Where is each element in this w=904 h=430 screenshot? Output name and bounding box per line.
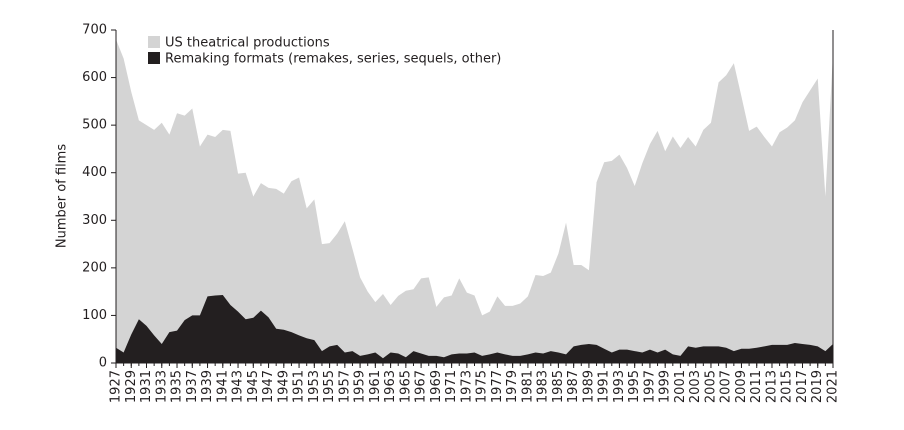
y-tick-label: 200 bbox=[82, 260, 107, 275]
area bbox=[116, 39, 833, 364]
x-tick-label: 1941 bbox=[215, 370, 230, 403]
legend-swatch bbox=[148, 36, 160, 48]
x-tick-label: 1957 bbox=[337, 370, 352, 403]
x-tick-label: 2005 bbox=[703, 370, 718, 403]
x-tick-label: 1999 bbox=[658, 370, 673, 403]
x-tick-label: 1949 bbox=[276, 370, 291, 403]
x-tick-label: 2001 bbox=[673, 370, 688, 403]
y-tick-label: 100 bbox=[82, 308, 107, 323]
x-tick-label: 1935 bbox=[170, 370, 185, 403]
x-tick-label: 1997 bbox=[642, 370, 657, 403]
x-tick-label: 1939 bbox=[200, 370, 215, 403]
x-tick-label: 2003 bbox=[688, 370, 703, 403]
x-tick-label: 2019 bbox=[810, 370, 825, 403]
x-tick-label: 1945 bbox=[246, 370, 261, 403]
x-tick-label: 1973 bbox=[459, 370, 474, 403]
y-tick-label: 700 bbox=[82, 23, 107, 38]
x-tick-label: 1947 bbox=[261, 370, 276, 403]
x-tick-label: 2011 bbox=[749, 370, 764, 403]
x-tick-label: 1955 bbox=[322, 370, 337, 403]
x-tick-label: 1961 bbox=[368, 370, 383, 403]
y-tick-label: 500 bbox=[82, 118, 107, 133]
x-tick-label: 1965 bbox=[398, 370, 413, 403]
x-tick-label: 1963 bbox=[383, 370, 398, 403]
x-tick-label: 1943 bbox=[231, 370, 246, 403]
y-tick-label: 0 bbox=[99, 356, 107, 371]
x-tick-label: 1983 bbox=[536, 370, 551, 403]
x-tick-label: 1933 bbox=[154, 370, 169, 403]
x-tick-label: 2007 bbox=[719, 370, 734, 403]
x-tick-label: 1969 bbox=[429, 370, 444, 403]
x-tick-label: 1929 bbox=[124, 370, 139, 403]
y-tick-label: 600 bbox=[82, 70, 107, 85]
x-tick-label: 1951 bbox=[292, 370, 307, 403]
x-tick-label: 1985 bbox=[551, 370, 566, 403]
area bbox=[116, 294, 833, 363]
legend-swatch bbox=[148, 52, 160, 64]
x-tick-label: 1937 bbox=[185, 370, 200, 403]
x-tick-label: 1979 bbox=[505, 370, 520, 403]
x-tick-label: 2009 bbox=[734, 370, 749, 403]
y-tick-label: 400 bbox=[82, 165, 107, 180]
x-tick-label: 1953 bbox=[307, 370, 322, 403]
x-tick-label: 1959 bbox=[353, 370, 368, 403]
legend-label: US theatrical productions bbox=[165, 36, 330, 51]
x-tick-label: 1995 bbox=[627, 370, 642, 403]
x-tick-label: 2015 bbox=[780, 370, 795, 403]
x-tick-label: 1931 bbox=[139, 370, 154, 403]
legend-label: Remaking formats (remakes, series, seque… bbox=[165, 52, 501, 67]
x-tick-label: 1975 bbox=[475, 370, 490, 403]
y-tick-label: 300 bbox=[82, 213, 107, 228]
x-tick-label: 2013 bbox=[764, 370, 779, 403]
y-axis-label: Number of films bbox=[55, 144, 70, 248]
x-tick-label: 1971 bbox=[444, 370, 459, 403]
x-tick-label: 1987 bbox=[566, 370, 581, 403]
x-tick-label: 1977 bbox=[490, 370, 505, 403]
x-tick-label: 2017 bbox=[795, 370, 810, 403]
x-tick-label: 1993 bbox=[612, 370, 627, 403]
x-tick-label: 1967 bbox=[414, 370, 429, 403]
x-tick-label: 1981 bbox=[520, 370, 535, 403]
x-tick-label: 2021 bbox=[826, 370, 841, 403]
x-tick-label: 1927 bbox=[109, 370, 124, 403]
x-tick-label: 1989 bbox=[581, 370, 596, 403]
x-tick-label: 1991 bbox=[597, 370, 612, 403]
